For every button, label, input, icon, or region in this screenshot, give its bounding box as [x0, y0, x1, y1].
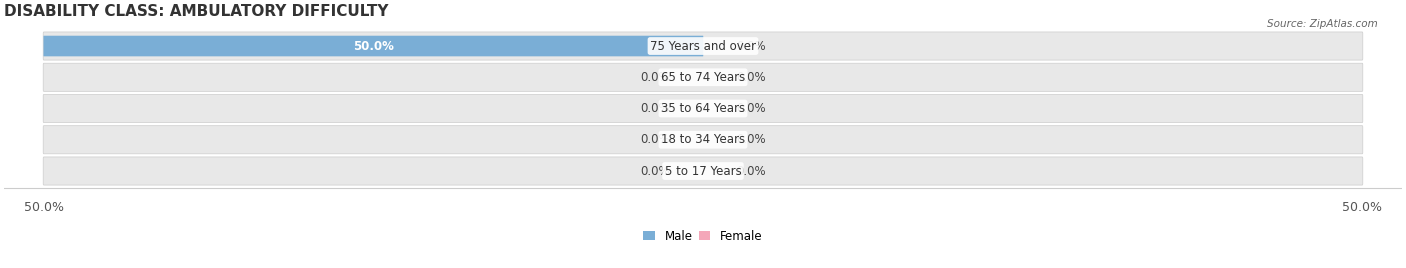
Text: DISABILITY CLASS: AMBULATORY DIFFICULTY: DISABILITY CLASS: AMBULATORY DIFFICULTY	[4, 4, 388, 19]
Text: Source: ZipAtlas.com: Source: ZipAtlas.com	[1267, 19, 1378, 29]
Text: 0.0%: 0.0%	[640, 71, 671, 84]
Text: 0.0%: 0.0%	[735, 102, 766, 115]
Text: 50.0%: 50.0%	[353, 39, 394, 53]
FancyBboxPatch shape	[44, 126, 1362, 154]
Text: 35 to 64 Years: 35 to 64 Years	[661, 102, 745, 115]
Text: 0.0%: 0.0%	[735, 133, 766, 146]
Text: 0.0%: 0.0%	[640, 165, 671, 177]
Text: 5 to 17 Years: 5 to 17 Years	[665, 165, 741, 177]
Text: 0.0%: 0.0%	[735, 39, 766, 53]
Text: 0.0%: 0.0%	[640, 133, 671, 146]
FancyBboxPatch shape	[44, 32, 1362, 60]
Text: 65 to 74 Years: 65 to 74 Years	[661, 71, 745, 84]
Text: 75 Years and over: 75 Years and over	[650, 39, 756, 53]
FancyBboxPatch shape	[44, 94, 1362, 122]
FancyBboxPatch shape	[44, 63, 1362, 91]
FancyBboxPatch shape	[44, 36, 703, 56]
Legend: Male, Female: Male, Female	[638, 225, 768, 248]
FancyBboxPatch shape	[44, 157, 1362, 185]
Text: 0.0%: 0.0%	[640, 102, 671, 115]
Text: 0.0%: 0.0%	[735, 71, 766, 84]
Text: 18 to 34 Years: 18 to 34 Years	[661, 133, 745, 146]
Text: 0.0%: 0.0%	[735, 165, 766, 177]
